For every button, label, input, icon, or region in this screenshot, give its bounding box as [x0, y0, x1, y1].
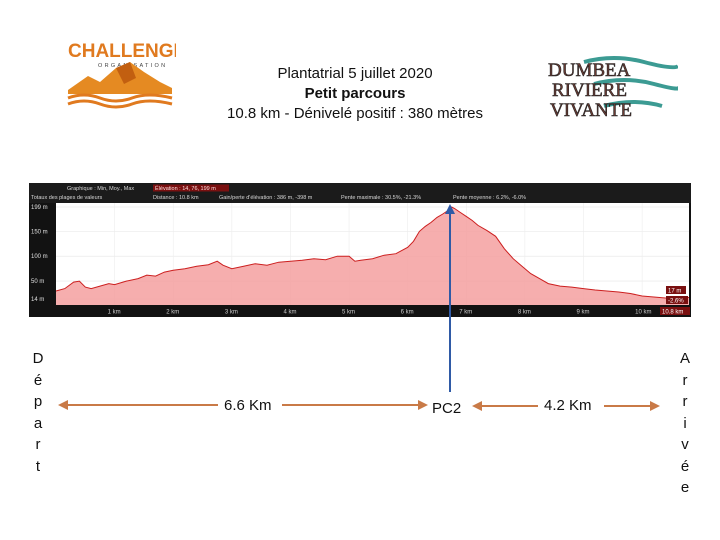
x-tick-label: 1 km	[108, 310, 121, 316]
finish-letter: e	[680, 479, 690, 496]
checkpoint-label: PC2	[432, 400, 462, 417]
x-tick-label: 9 km	[577, 310, 590, 316]
totals-label: Totaux des plages de valeurs	[31, 195, 102, 201]
finish-letter: A	[679, 350, 690, 367]
end-slope-label: -2.6%	[668, 299, 684, 305]
distance-summary-label: Distance : 10.8 km	[153, 195, 199, 201]
elevation-chart: Graphique : Min, Moy., Max Élévation : 1…	[29, 183, 691, 317]
y-tick-label: 50 m	[31, 279, 44, 285]
elevation-chart-svg: Graphique : Min, Moy., Max Élévation : 1…	[29, 183, 691, 316]
challenge-logo: CHALLENGE ORGANISATION	[67, 41, 176, 109]
finish-letter: i	[683, 414, 687, 432]
start-letter: D	[32, 350, 44, 367]
x-tick-label: 10 km	[635, 310, 651, 316]
y-tick-label: 150 m	[31, 229, 48, 235]
challenge-logo-text: CHALLENGE	[68, 41, 176, 62]
end-distance-label: 10.8 km	[662, 310, 683, 316]
course-summary: 10.8 km - Dénivelé positif : 380 mètres	[227, 105, 483, 122]
x-tick-label: 4 km	[283, 310, 296, 316]
logo-line-2: RIVIERE	[552, 80, 627, 101]
start-letter: p	[33, 393, 43, 410]
start-letter: a	[33, 414, 43, 432]
slope-avg-label: Pente moyenne : 6.2%, -6.0%	[453, 195, 526, 201]
elevation-badge	[153, 184, 229, 192]
segment2-distance: 4.2 Km	[544, 397, 592, 414]
y-axis-labels: 199 m 150 m 100 m 50 m 14 m	[31, 205, 48, 303]
logo-wave-icon-3	[603, 100, 663, 108]
end-distance-badge	[660, 307, 690, 315]
start-letter: é	[33, 371, 43, 389]
mountain-shade-icon	[116, 62, 136, 84]
finish-letter: r	[682, 371, 688, 389]
finish-letter: é	[680, 457, 690, 475]
logo-line-3: VIVANTE	[550, 100, 632, 121]
y-tick-label: 14 m	[31, 297, 44, 303]
logo-line-1: DUMBEA	[548, 60, 631, 81]
x-tick-label: 3 km	[225, 310, 238, 316]
gain-summary-label: Gain/perte d'élévation : 386 m, -398 m	[219, 195, 313, 201]
x-tick-label: 2 km	[166, 310, 179, 316]
slope-max-label: Pente maximale : 30.5%, -21.3%	[341, 195, 421, 201]
page-header: Plantatrial 5 juillet 2020 Petit parcour…	[200, 64, 510, 124]
finish-letter: r	[682, 393, 688, 410]
mountain-icon	[68, 62, 172, 94]
graph-mode-label: Graphique : Min, Moy., Max	[67, 186, 134, 192]
segment1-distance: 6.6 Km	[224, 397, 272, 414]
dumbea-riviere-vivante-logo: DUMBEA RIVIERE VIVANTE	[548, 56, 678, 121]
wave-icon-2	[67, 99, 173, 109]
x-axis-labels: 1 km 2 km 3 km 4 km 5 km 6 km 7 km 8 km 9 km 10 k…	[108, 310, 652, 316]
y-tick-label: 100 m	[31, 254, 48, 260]
x-tick-label: 6 km	[401, 310, 414, 316]
end-slope-badge	[666, 296, 688, 304]
course-name: Petit parcours	[304, 85, 406, 102]
logo-wave-icon-2	[593, 78, 678, 91]
start-letter: t	[35, 457, 41, 475]
x-tick-label: 5 km	[342, 310, 355, 316]
logo-wave-icon	[583, 56, 678, 70]
y-tick-label: 199 m	[31, 205, 48, 211]
elevation-line	[55, 206, 690, 300]
end-elevation-badge	[666, 286, 686, 294]
elevation-area	[56, 207, 689, 305]
x-tick-label: 7 km	[459, 310, 472, 316]
event-title: Plantatrial 5 juillet 2020	[277, 65, 433, 82]
elevation-summary-label: Élévation : 14, 76, 199 m	[155, 185, 216, 192]
finish-letter: v	[681, 436, 689, 453]
wave-icon	[67, 93, 173, 103]
start-letter: r	[35, 436, 41, 453]
x-tick-label: 8 km	[518, 310, 531, 316]
end-elevation-label: 17 m	[668, 289, 681, 295]
